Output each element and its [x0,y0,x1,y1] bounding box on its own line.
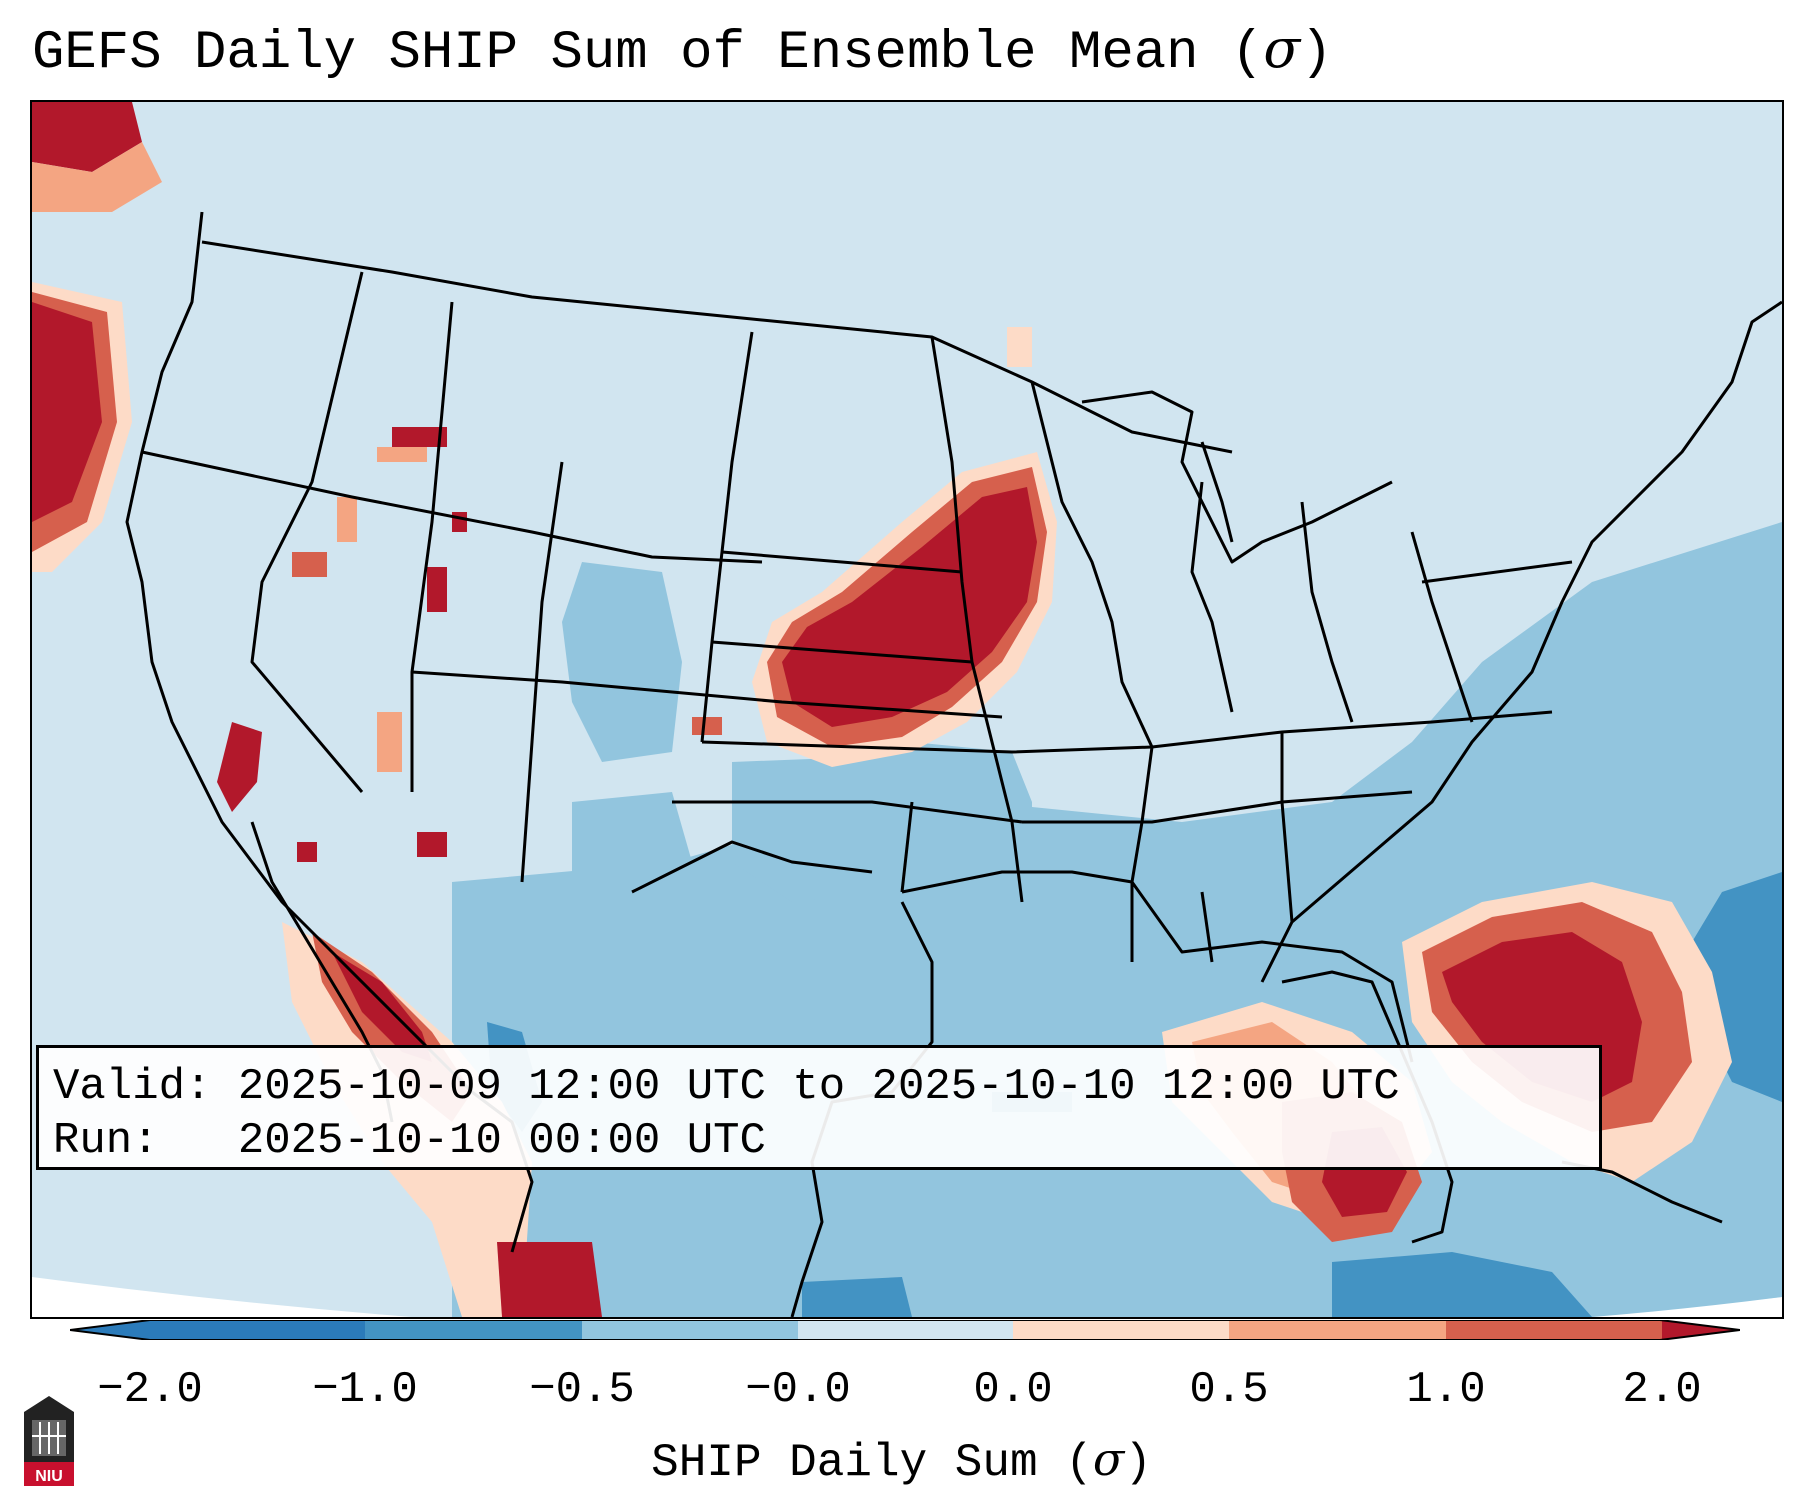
borders-layer [125,211,1782,1317]
state-line-19 [1421,560,1573,584]
state-line-16 [1190,481,1234,713]
lake-michigan [1200,441,1234,543]
gulf-north-coast [901,870,1414,1063]
colorbar-segment [1446,1320,1662,1340]
state-line-18 [1410,531,1474,723]
colorado-negative-field [562,562,682,762]
colorbar-tick-label: 0.5 [1189,1365,1269,1415]
valid-text: 2025-10-09 12:00 UTC to 2025-10-10 12:00… [237,1062,1400,1112]
colorbar-label-text: SHIP Daily Sum ( [651,1437,1093,1489]
utah-positive-pixel [392,427,447,447]
state-line-15 [1030,381,1154,748]
colorbar-tick-label: 2.0 [1622,1365,1702,1415]
colorbar-extend-high [1662,1320,1740,1340]
canada-border [201,240,1233,454]
state-line-4 [520,461,564,883]
colorbar-segments [70,1320,1740,1340]
mexico-deep-negative [802,1277,912,1317]
colorbar-tick-label: −0.0 [745,1365,851,1415]
title-close: ) [1300,23,1333,84]
nevada-weak-pixel-2 [292,552,327,577]
state-line-12 [1022,790,1413,824]
minnesota-weak-pixel [1007,327,1032,367]
state-line-5 [411,670,1003,719]
state-line-23 [900,801,914,893]
mexico-strong-positive [332,952,432,1062]
colorbar-tick-label: −1.0 [312,1365,418,1415]
title-text: GEFS Daily SHIP Sum of Ensemble Mean ( [32,23,1264,84]
niu-logo: NIU [24,1396,74,1486]
nevada-weak-pixel [337,497,357,542]
run-text: 2025-10-10 00:00 UTC [237,1116,766,1166]
colorbar-segment [150,1320,365,1340]
logo-text: NIU [35,1468,63,1485]
newmexico-negative-field [572,792,692,902]
baja-positive [217,722,262,812]
state-line-9 [711,640,973,664]
colorbar-tick-label: 1.0 [1406,1365,1486,1415]
caribbean-deep-negative [1332,1252,1592,1317]
arizona-weak-pixel [377,712,402,772]
state-line-3 [410,301,454,792]
pacific-strong-positive [32,302,102,522]
colorbar-tick-label: −2.0 [97,1365,203,1415]
valid-run-info-box: Valid: 2025-10-09 12:00 UTC to 2025-10-1… [36,1045,1602,1170]
state-line-2 [250,271,364,793]
great-lakes [1081,390,1393,564]
colorbar-label-sigma: σ [1092,1432,1125,1486]
idaho-positive-pixel [452,512,467,532]
state-line-14 [1280,732,1294,923]
title-sigma: σ [1263,17,1301,80]
colorbar-segment [1013,1320,1229,1340]
colorbar-label: SHIP Daily Sum (σ) [0,1432,1803,1489]
state-line-10 [701,710,1553,754]
valid-label: Valid: [53,1062,212,1112]
colorbar-extend-low [70,1320,150,1340]
state-line-22 [631,840,873,894]
texas-negative-field [732,742,1032,902]
state-line-11 [672,800,1023,824]
colorbar-tick-label: 0.0 [973,1365,1053,1415]
colorbar-segment [582,1320,798,1340]
mexico-weak-pixel [297,842,317,862]
state-line-8 [721,550,963,574]
utah-positive-pixel-2 [377,447,427,462]
map-title: GEFS Daily SHIP Sum of Ensemble Mean (σ) [32,22,1333,81]
run-label: Run: [53,1116,159,1166]
state-line-13 [1130,746,1154,883]
state-line-21 [1200,891,1214,963]
atlantic-coastline [1260,300,1782,983]
pacific-north-halo [32,142,162,212]
colorbar-segment [798,1320,1013,1340]
colorbar-segment [365,1320,582,1340]
colorbar-tick-label: −0.5 [529,1365,635,1415]
newmexico-weak-pixel [692,717,722,735]
state-line-1 [141,450,763,564]
state-line-17 [1300,501,1354,723]
colorbar [70,1320,1740,1340]
mexico-south-strong-positive [497,1242,602,1317]
nevada-positive-pixel [427,567,447,612]
colorbar-segment [1229,1320,1446,1340]
pacific-north-positive [32,102,142,172]
arizona-positive-pixel [417,832,447,857]
colorbar-label-close: ) [1124,1437,1152,1489]
